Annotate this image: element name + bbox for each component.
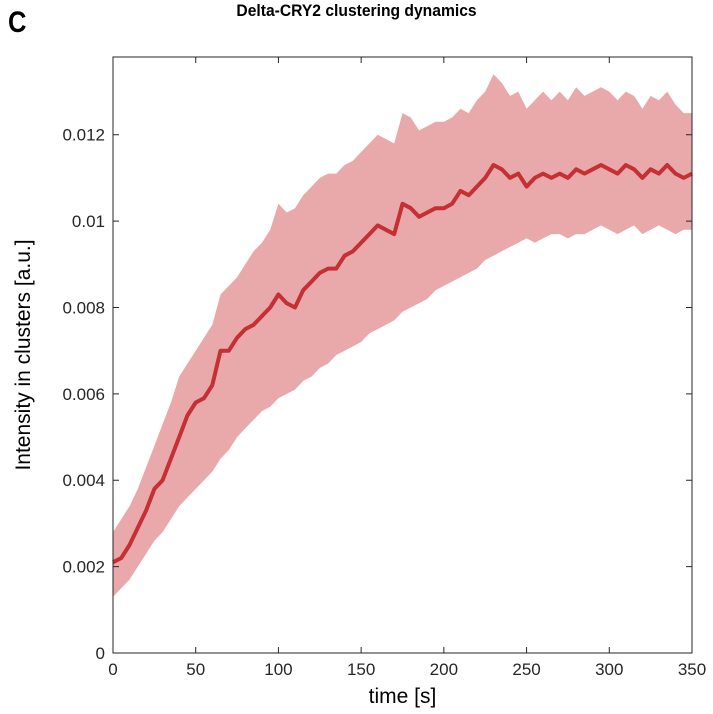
x-axis-label: time [s] xyxy=(369,685,437,708)
y-tick-label: 0.002 xyxy=(62,558,105,577)
y-axis-label: Intensity in clusters [a.u.] xyxy=(12,239,35,470)
x-tick-label: 0 xyxy=(108,660,117,679)
axes-box xyxy=(112,56,693,654)
x-tick-label: 300 xyxy=(595,660,623,679)
x-tick-label: 100 xyxy=(264,660,292,679)
x-tick-label: 50 xyxy=(186,660,205,679)
mean-line xyxy=(112,163,693,565)
y-tick-label: 0.012 xyxy=(62,126,105,145)
y-tick-label: 0 xyxy=(96,644,105,663)
confidence-band xyxy=(113,74,692,597)
panel-label: C xyxy=(8,6,27,39)
y-tick-label: 0.008 xyxy=(62,298,105,317)
y-tick-label: 0.004 xyxy=(62,471,105,490)
y-tick-label: 0.006 xyxy=(62,385,105,404)
x-tick-label: 150 xyxy=(347,660,375,679)
x-tick-label: 200 xyxy=(430,660,458,679)
y-tick-label: 0.01 xyxy=(72,212,105,231)
x-tick-label: 250 xyxy=(512,660,540,679)
x-tick-label: 350 xyxy=(678,660,706,679)
chart-title: Delta-CRY2 clustering dynamics xyxy=(236,1,477,20)
